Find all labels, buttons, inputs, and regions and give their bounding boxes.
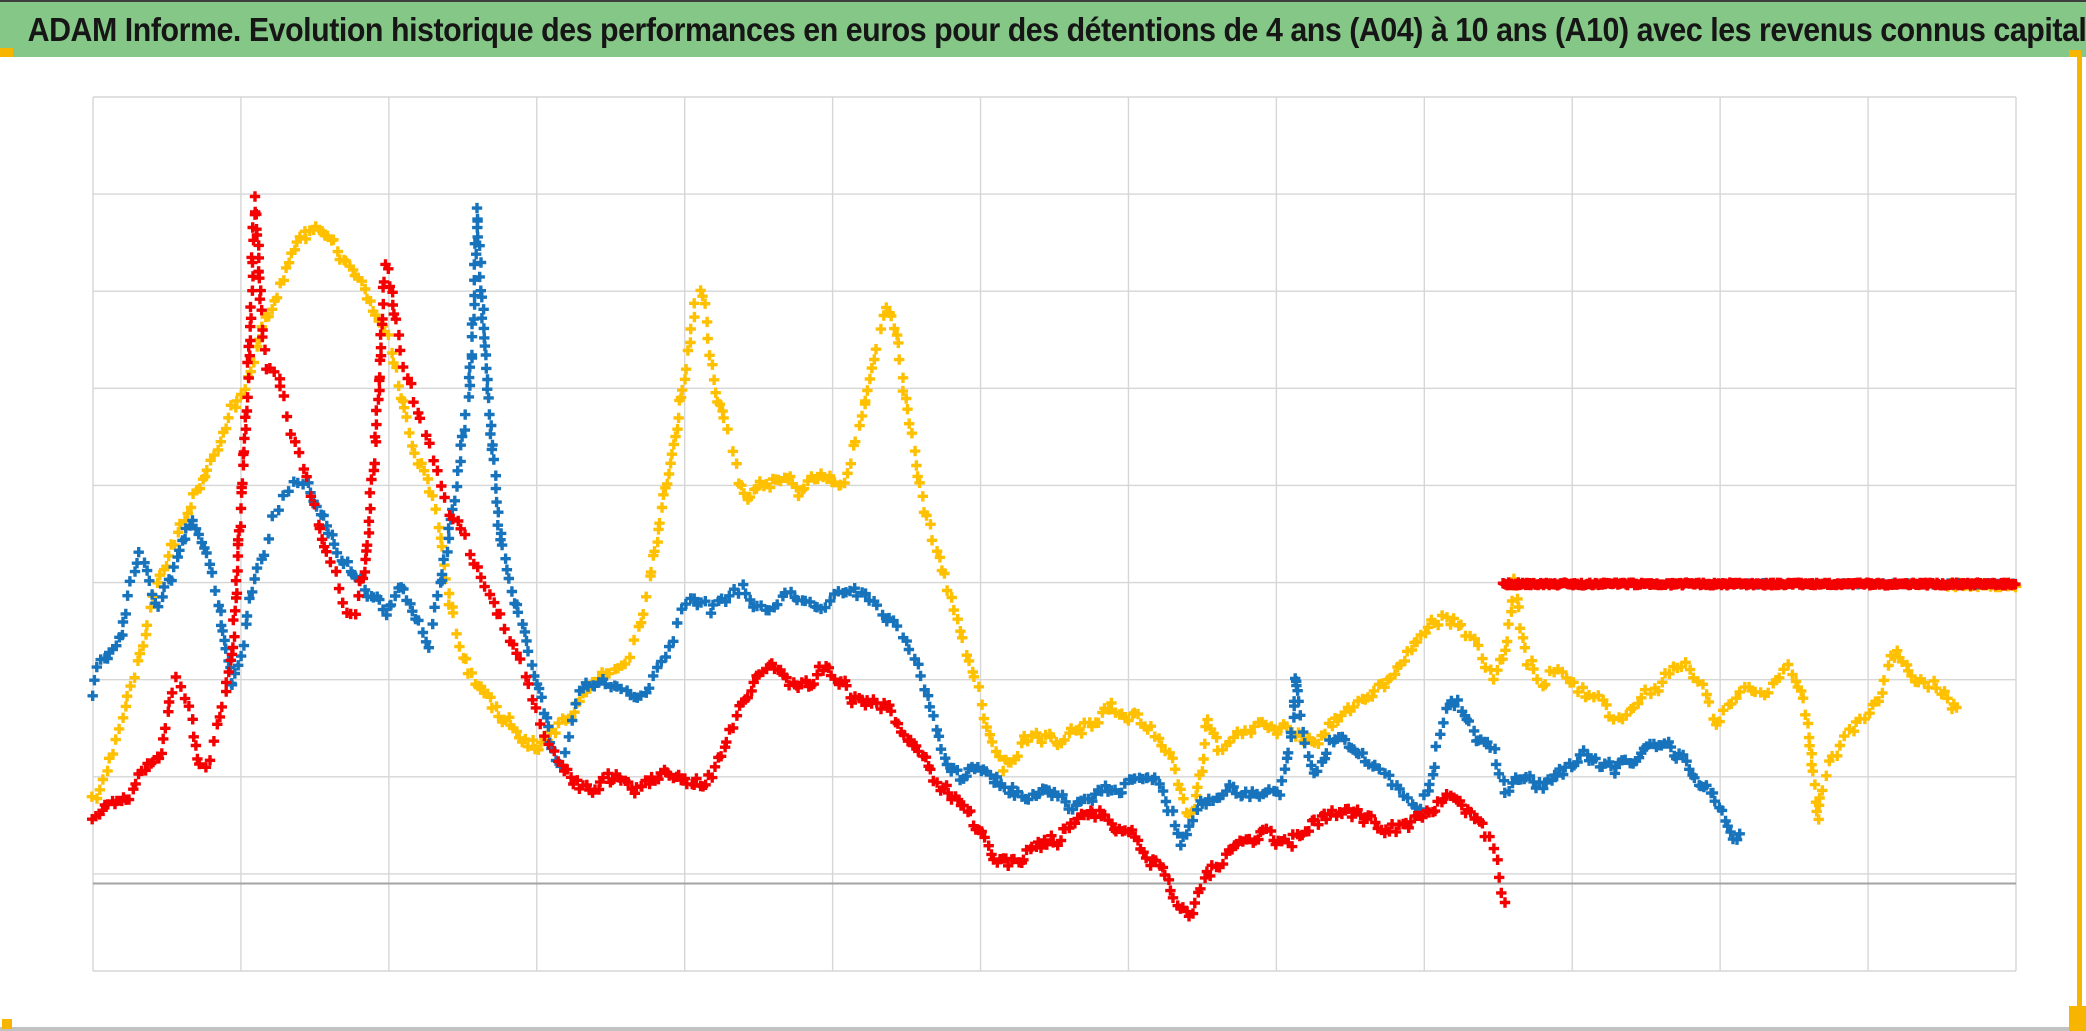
- page-title: ADAM Informe. Evolution historique des p…: [27, 10, 2086, 48]
- series-blue-markers: [87, 202, 2018, 851]
- series-red-markers: [87, 191, 2021, 922]
- sheet-title-banner: ADAM Informe. Evolution historique des p…: [0, 0, 2086, 57]
- selection-handle-top-left[interactable]: [0, 48, 13, 57]
- series-yellow-markers: [86, 221, 2022, 825]
- horizontal-scrollbar-track[interactable]: [0, 1027, 2086, 1031]
- selection-handle-bottom-left[interactable]: [2, 1019, 12, 1029]
- plot-background: [93, 97, 2016, 971]
- selection-handle-bottom-right[interactable]: [2069, 1006, 2086, 1031]
- selection-border-right[interactable]: [2077, 55, 2082, 1031]
- selection-handle-top-right[interactable]: [2069, 50, 2081, 57]
